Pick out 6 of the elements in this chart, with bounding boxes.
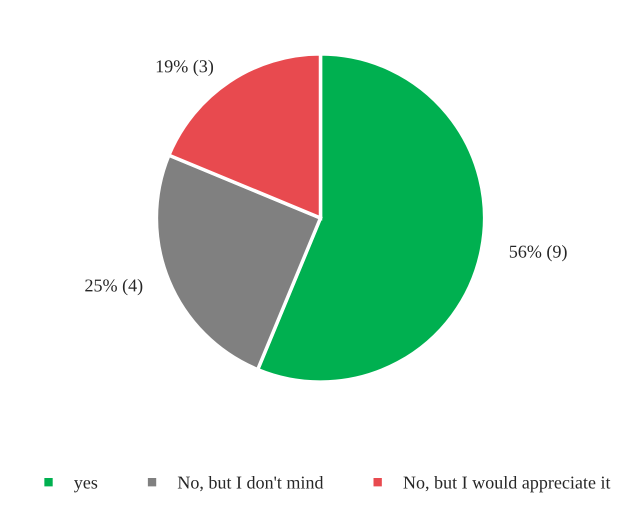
- legend-label: No, but I don't mind: [178, 476, 324, 492]
- legend-label: No, but I would appreciate it: [403, 476, 610, 492]
- data-label: 56% (9): [510, 245, 567, 262]
- data-label: 25% (4): [85, 278, 142, 296]
- legend-label: yes: [74, 480, 98, 492]
- data-label: 19% (3): [156, 60, 214, 76]
